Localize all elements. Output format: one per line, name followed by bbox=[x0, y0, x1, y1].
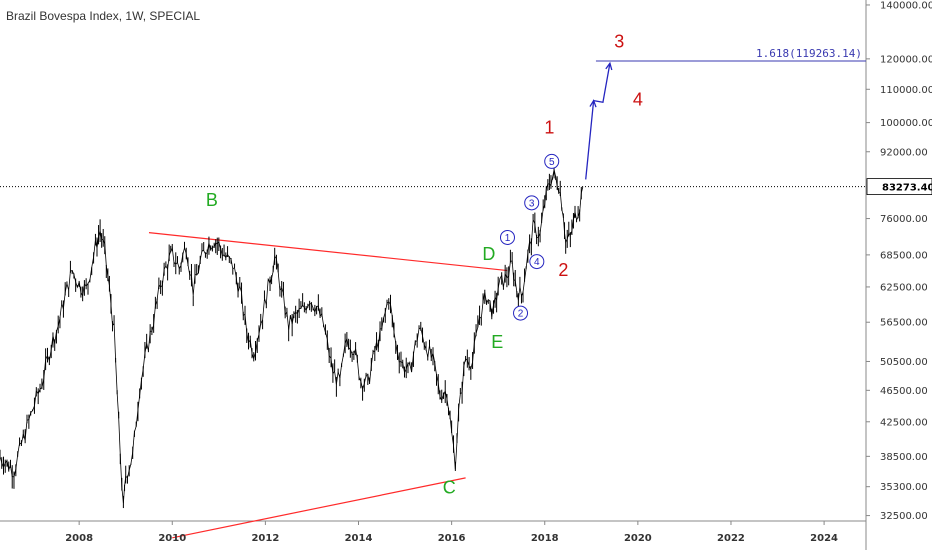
wave-circle bbox=[499, 229, 515, 245]
y-tick-label: 100000.00 bbox=[880, 118, 932, 129]
wave-label: 3 bbox=[614, 31, 624, 51]
x-axis: 2008 2010 2012 2014 2016 2018 2020 2022 2024 bbox=[65, 521, 838, 544]
x-tick-label: 2014 bbox=[345, 533, 373, 544]
plot-background bbox=[0, 0, 866, 521]
last-price-box bbox=[866, 178, 932, 196]
y-tick-label: 35300.00 bbox=[880, 482, 928, 493]
projection-path bbox=[585, 63, 611, 180]
y-axis: 140000.00 120000.00 110000.00 100000.00 9200… bbox=[866, 0, 932, 522]
x-tick-label: 2022 bbox=[717, 533, 745, 544]
y-tick-label: 50500.00 bbox=[880, 357, 928, 368]
y-tick-label: 56500.00 bbox=[880, 318, 928, 329]
wave-label: B bbox=[206, 190, 218, 210]
chart-title: Brazil Bovespa Index, 1W, SPECIAL bbox=[6, 9, 200, 23]
y-tick-label: 32500.00 bbox=[880, 511, 928, 522]
wave-circle-label: 4 bbox=[534, 257, 540, 268]
y-tick-label: 140000.00 bbox=[880, 0, 932, 11]
x-tick-label: 2008 bbox=[65, 533, 93, 544]
last-price-label: 83273.40 bbox=[882, 183, 932, 194]
x-tick-label: 2010 bbox=[158, 533, 186, 544]
x-tick-label: 2016 bbox=[438, 533, 466, 544]
wave-label: 4 bbox=[633, 90, 643, 110]
price-line bbox=[0, 169, 584, 504]
y-tick-label: 46500.00 bbox=[880, 386, 928, 397]
wave-label: D bbox=[482, 244, 495, 264]
wave-label: 2 bbox=[558, 260, 568, 280]
projection-arrow bbox=[585, 61, 613, 180]
price-series bbox=[0, 162, 584, 509]
wave-circle-label: 5 bbox=[549, 157, 555, 168]
x-tick-label: 2012 bbox=[251, 533, 279, 544]
y-tick-label: 38500.00 bbox=[880, 452, 928, 463]
y-tick-label: 120000.00 bbox=[880, 54, 932, 65]
y-tick-label: 62500.00 bbox=[880, 282, 928, 293]
trendline-lower bbox=[172, 477, 466, 539]
y-tick-label: 92000.00 bbox=[880, 147, 928, 158]
wave-circle-label: 2 bbox=[518, 309, 524, 320]
wave-circle-label: 3 bbox=[529, 198, 535, 209]
x-tick-label: 2020 bbox=[624, 533, 652, 544]
wave-circle bbox=[529, 254, 545, 270]
wave-labels: B C D E 1 2 3 4 1 2 3 4 5 bbox=[206, 31, 643, 497]
last-price-marker: 83273.40 bbox=[0, 178, 932, 196]
fib-level: 1.618(119263.14) bbox=[595, 47, 866, 62]
wave-circle bbox=[524, 195, 540, 211]
x-tick-label: 2018 bbox=[531, 533, 559, 544]
y-tick-label: 110000.00 bbox=[880, 85, 932, 96]
wave-label: 1 bbox=[544, 117, 554, 137]
wave-circle-label: 1 bbox=[505, 233, 511, 244]
projection-arrowhead-end bbox=[605, 61, 613, 71]
fib-label: 1.618(119263.14) bbox=[756, 47, 862, 60]
wave-label: E bbox=[491, 332, 503, 352]
wave-label: C bbox=[443, 478, 456, 498]
x-tick-label: 2024 bbox=[810, 533, 838, 544]
wave-circle bbox=[513, 305, 529, 321]
y-tick-label: 68500.00 bbox=[880, 250, 928, 261]
y-tick-label: 76000.00 bbox=[880, 214, 928, 225]
y-tick-label: 42500.00 bbox=[880, 417, 928, 428]
projection-arrowhead-mid bbox=[589, 99, 597, 108]
wave-circle bbox=[544, 153, 560, 169]
